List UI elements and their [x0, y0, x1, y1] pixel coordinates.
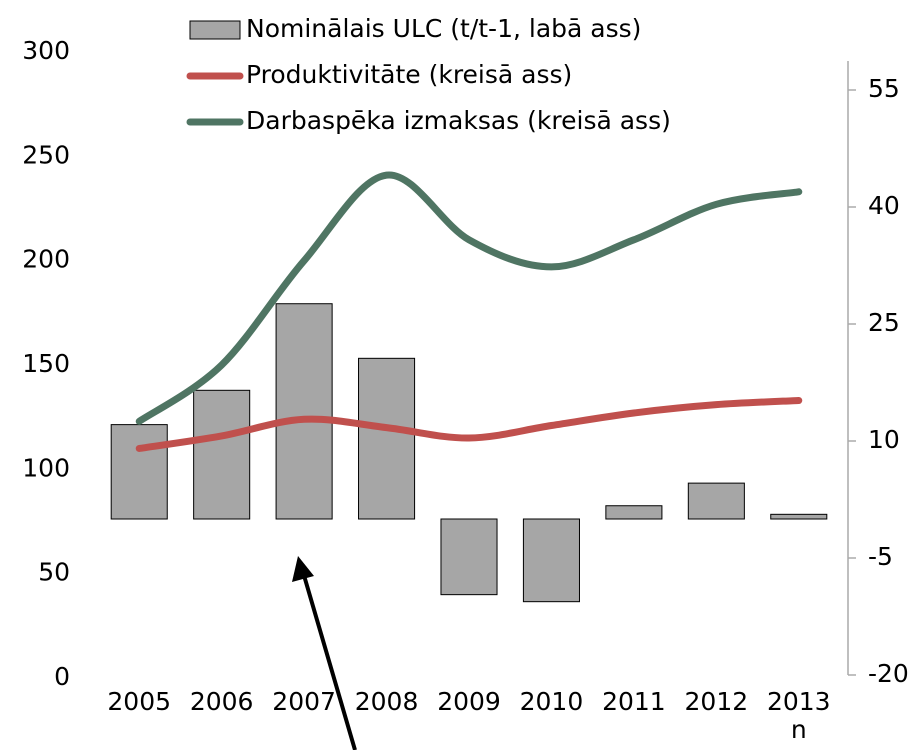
bar — [440, 518, 498, 596]
x-tick-label-line: 2012 — [685, 687, 749, 716]
x-tick-label: 2005 — [107, 687, 171, 716]
x-tick-label-line: 2013 — [767, 687, 831, 716]
x-tick-label-line: 2005 — [107, 687, 171, 716]
x-tick-label: 2011 — [602, 687, 666, 716]
legend-label: Produktivitāte (kreisā ass) — [246, 60, 572, 89]
y-tick-label: 100 — [22, 453, 70, 482]
arrow — [301, 571, 357, 750]
x-tick-label-line: 2010 — [520, 687, 584, 716]
x-tick-label-line: 2006 — [190, 687, 254, 716]
arrow-head — [292, 556, 314, 582]
y2-tick-label: 25 — [868, 308, 900, 337]
y2-tick-label: -20 — [868, 659, 909, 688]
bar — [275, 303, 333, 520]
bar — [110, 424, 168, 520]
x-tick-label-line: 2008 — [355, 687, 419, 716]
y-tick-label: 200 — [22, 245, 70, 274]
bar — [770, 513, 828, 520]
bar — [687, 482, 745, 520]
x-tick-label: 2007 — [272, 687, 336, 716]
x-tick-label: 2009 — [437, 687, 501, 716]
bar — [605, 505, 663, 520]
y2-tick-label: 55 — [868, 74, 900, 103]
x-tick-label-line: 2007 — [272, 687, 336, 716]
y-tick-label: 250 — [22, 140, 70, 169]
y2-tick-label: 10 — [868, 425, 900, 454]
x-tick-label-line: 2009 — [437, 687, 501, 716]
legend-label: Darbaspēka izmaksas (kreisā ass) — [246, 106, 671, 135]
x-tick-label: 2013 n — [767, 687, 831, 744]
x-tick-label-line: 2011 — [602, 687, 666, 716]
x-tick-label: 2006 — [190, 687, 254, 716]
y-tick-label: 50 — [38, 558, 70, 587]
x-tick-label-line: n — [791, 715, 807, 744]
legend-swatch — [189, 20, 241, 40]
bar — [522, 518, 580, 603]
y-tick-label: 0 — [54, 662, 70, 691]
x-tick-label: 2010 — [520, 687, 584, 716]
y2-tick-label: -5 — [868, 542, 893, 571]
line — [135, 396, 803, 452]
y-tick-label: 300 — [22, 36, 70, 65]
x-tick-label: 2012 — [685, 687, 749, 716]
legend-label: Nominālais ULC (t/t-1, labā ass) — [246, 14, 641, 43]
y2-tick-label: 40 — [868, 191, 900, 220]
line — [135, 171, 803, 425]
x-tick-label: 2008 — [355, 687, 419, 716]
y-tick-label: 150 — [22, 349, 70, 378]
bar — [193, 389, 251, 520]
bar — [358, 357, 416, 520]
